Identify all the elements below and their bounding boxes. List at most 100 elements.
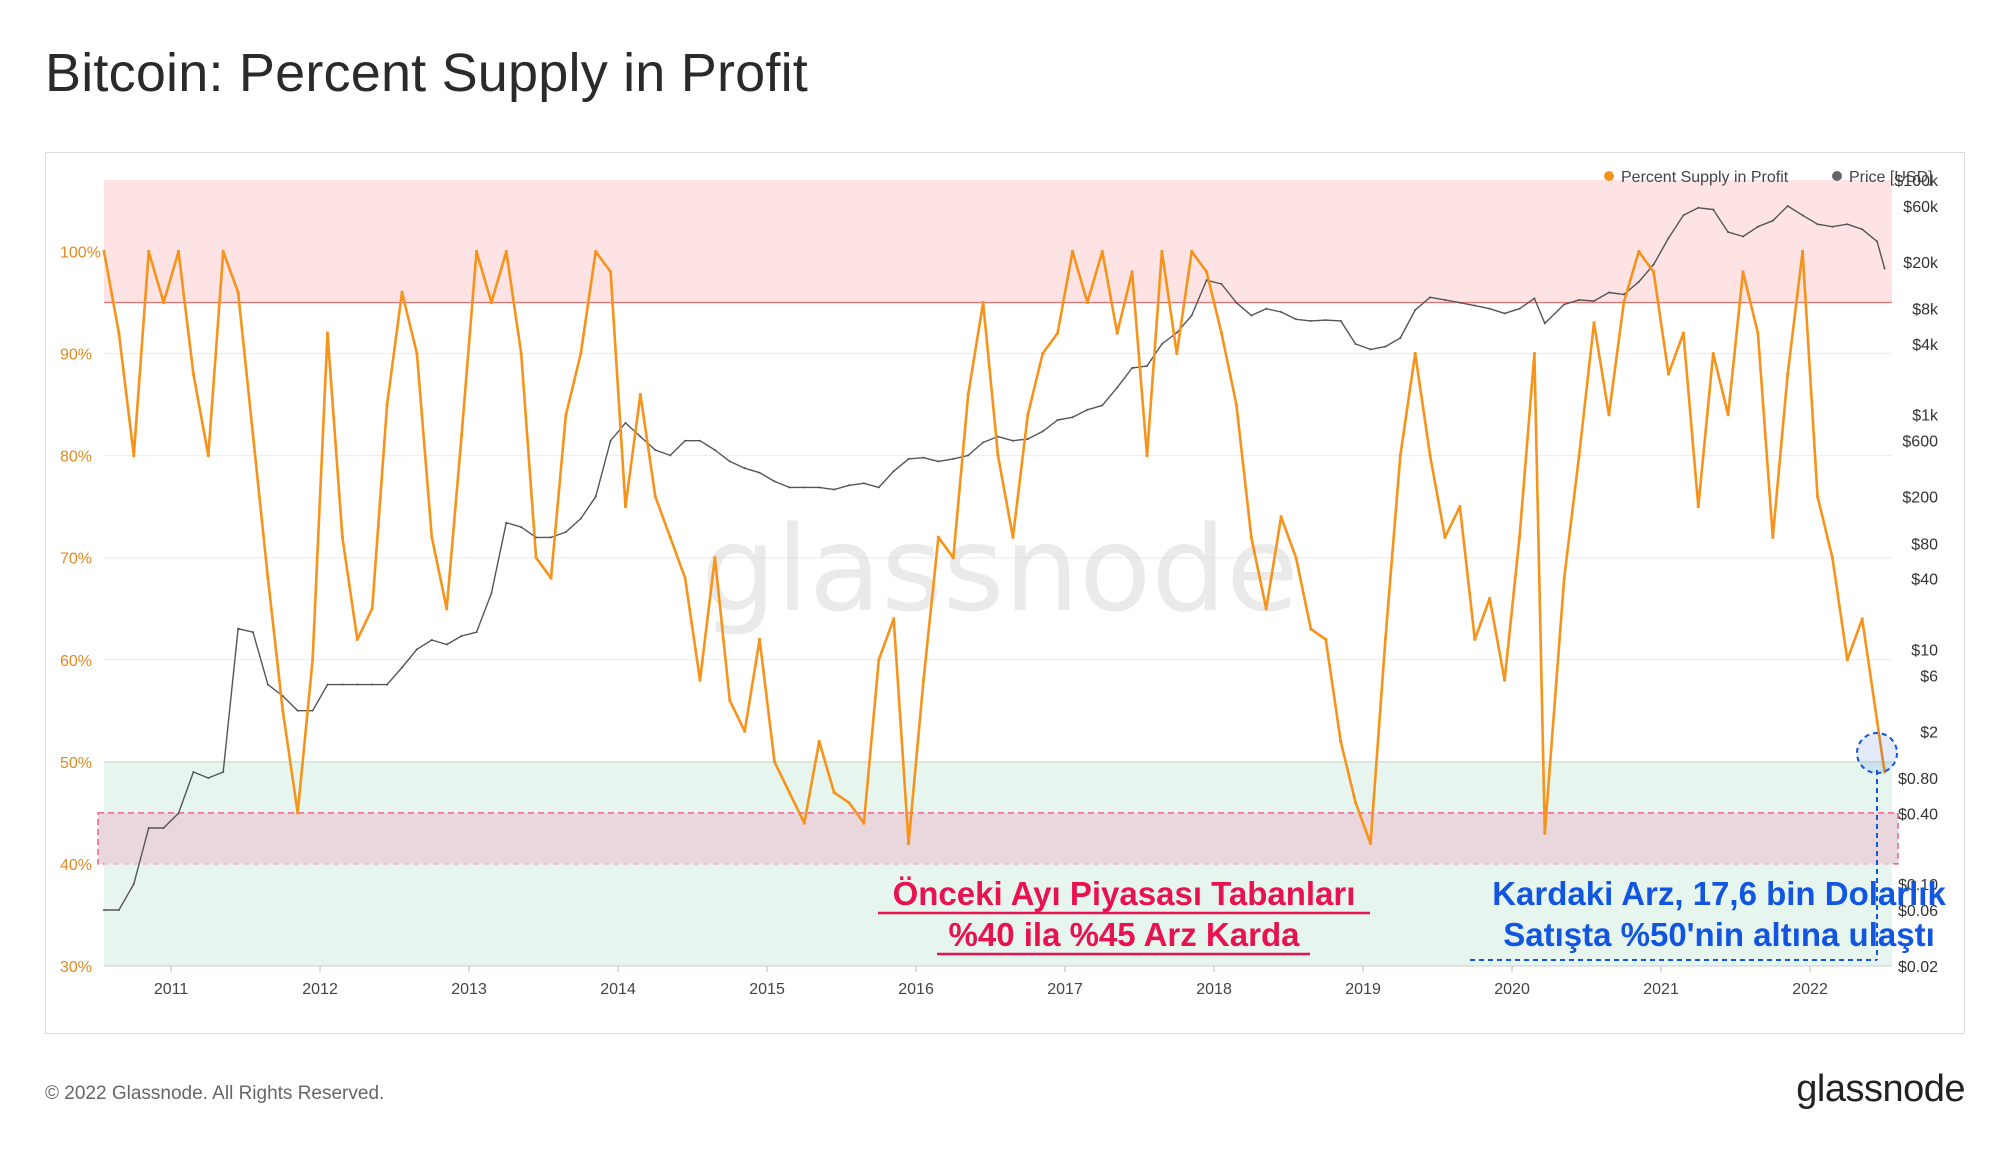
supply-point xyxy=(1666,372,1671,376)
supply-point xyxy=(1726,413,1730,417)
supply-point xyxy=(147,249,151,254)
price-point xyxy=(1742,235,1744,238)
price-point xyxy=(1712,208,1715,211)
price-point xyxy=(862,482,865,485)
annotation-bear-floors: Önceki Ayı Piyasası Tabanları %40 ila %4… xyxy=(878,875,1370,956)
supply-point xyxy=(787,790,792,795)
price-point xyxy=(1543,322,1546,325)
price-point xyxy=(1771,219,1774,222)
price-point xyxy=(326,683,329,686)
y-left-tick-100: 100% xyxy=(60,244,101,261)
supply-point xyxy=(921,678,926,682)
supply-point xyxy=(251,433,255,437)
price-point xyxy=(1518,307,1521,310)
supply-point xyxy=(474,249,479,254)
supply-point xyxy=(1383,637,1387,641)
price-point xyxy=(1876,240,1879,243)
price-point xyxy=(1503,312,1506,315)
price-point xyxy=(1324,319,1327,322)
supply-point xyxy=(1543,831,1547,835)
supply-point xyxy=(564,413,568,417)
supply-point xyxy=(370,607,374,611)
supply-point xyxy=(1771,535,1775,539)
supply-point xyxy=(296,811,300,815)
supply-point xyxy=(758,637,762,641)
supply-point xyxy=(534,556,538,560)
supply-point xyxy=(1309,627,1313,631)
price-point xyxy=(132,882,135,885)
price-point xyxy=(639,435,642,438)
supply-point xyxy=(1219,331,1224,335)
price-point xyxy=(654,448,657,451)
y-right-tick: $200 xyxy=(1902,490,1938,507)
supply-point xyxy=(1592,321,1596,325)
supply-point xyxy=(1115,331,1119,335)
price-point xyxy=(833,488,836,491)
price-point xyxy=(1146,364,1148,367)
price-point xyxy=(550,536,552,539)
price-point xyxy=(579,517,582,520)
price-point xyxy=(1756,225,1759,228)
supply-point xyxy=(445,607,449,611)
supply-point xyxy=(1264,607,1268,611)
y-right-tick: $0.40 xyxy=(1898,806,1938,823)
supply-point xyxy=(1503,678,1507,682)
price-point xyxy=(1086,408,1089,411)
band-previous-bear-floors xyxy=(97,812,1899,865)
supply-point xyxy=(460,433,464,437)
supply-point xyxy=(1488,596,1492,601)
price-point xyxy=(237,627,240,630)
supply-point xyxy=(1860,617,1864,621)
price-point xyxy=(1622,293,1625,296)
price-point xyxy=(1041,430,1044,433)
supply-point xyxy=(1741,270,1745,274)
supply-point xyxy=(1622,300,1626,305)
x-tick-2015: 2015 xyxy=(749,981,785,998)
supply-point xyxy=(832,790,836,795)
price-point xyxy=(818,486,821,489)
y-right-tick: $8k xyxy=(1912,302,1939,319)
price-point xyxy=(1354,343,1357,346)
supply-point xyxy=(579,351,583,356)
series-layer xyxy=(102,205,1887,912)
supply-point xyxy=(549,576,553,580)
price-point xyxy=(520,526,523,529)
supply-point xyxy=(1190,249,1194,254)
supply-point xyxy=(340,535,344,539)
y-right-tick: $20k xyxy=(1903,255,1939,272)
price-point xyxy=(1607,291,1610,294)
supply-point xyxy=(1428,454,1432,458)
price-point xyxy=(728,460,731,463)
price-point xyxy=(594,495,597,498)
annotation-bear-floor-line2: %40 ila %45 Arz Karda xyxy=(949,916,1301,953)
legend-supply-label[interactable]: Percent Supply in Profit xyxy=(1621,169,1789,186)
supply-point xyxy=(1443,535,1447,539)
supply-point xyxy=(311,658,315,662)
price-point xyxy=(147,827,150,830)
price-point xyxy=(415,648,418,651)
legend-price-label[interactable]: Price [USD] xyxy=(1849,169,1933,186)
supply-point xyxy=(1056,331,1060,335)
y-right-tick: $600 xyxy=(1902,434,1938,451)
price-point xyxy=(1295,318,1297,321)
supply-point xyxy=(594,249,598,254)
supply-point xyxy=(132,454,136,458)
supply-point xyxy=(1160,249,1164,254)
price-point xyxy=(1563,303,1566,306)
supply-point xyxy=(1368,841,1373,846)
x-tick-2020: 2020 xyxy=(1494,981,1530,998)
watermark: glassnode xyxy=(701,500,1298,638)
price-point xyxy=(430,639,433,642)
supply-point xyxy=(1130,270,1134,274)
x-tick-2022: 2022 xyxy=(1792,981,1828,998)
supply-point xyxy=(1205,270,1209,274)
supply-point xyxy=(1532,351,1536,356)
price-point xyxy=(1429,296,1432,299)
price-point xyxy=(311,709,314,712)
supply-point xyxy=(668,535,672,539)
price-point xyxy=(609,439,612,442)
supply-point xyxy=(1801,249,1805,254)
supply-point xyxy=(981,300,985,305)
price-point xyxy=(356,683,359,686)
supply-point xyxy=(102,249,106,254)
